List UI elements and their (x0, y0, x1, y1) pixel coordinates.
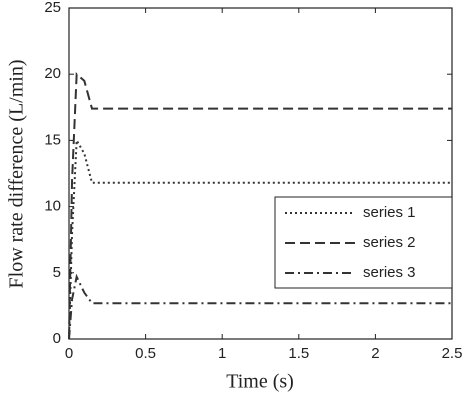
y-tick-label: 20 (44, 65, 61, 82)
x-tick-label: 1.5 (288, 345, 309, 362)
x-tick-label: 1 (218, 345, 226, 362)
x-tick-label: 0 (65, 345, 73, 362)
legend-label: series 1 (363, 204, 416, 221)
series-line (68, 273, 452, 340)
x-axis-label: Time (s) (226, 371, 294, 393)
y-tick-label: 5 (53, 264, 61, 281)
y-tick-label: 25 (44, 0, 61, 16)
legend-label: series 3 (363, 264, 416, 281)
x-tick-label: 2 (371, 345, 379, 362)
plot-frame (68, 7, 453, 340)
y-tick-label: 10 (44, 198, 61, 215)
y-tick-label: 0 (53, 330, 61, 347)
x-tick-label: 2.5 (442, 345, 463, 362)
series-line (68, 72, 452, 340)
x-tick-label: 0.5 (135, 345, 156, 362)
legend-label: series 2 (363, 234, 416, 251)
y-axis-label: Flow rate difference (L/min) (6, 60, 28, 289)
series-line (68, 136, 452, 340)
y-tick-label: 15 (44, 131, 61, 148)
